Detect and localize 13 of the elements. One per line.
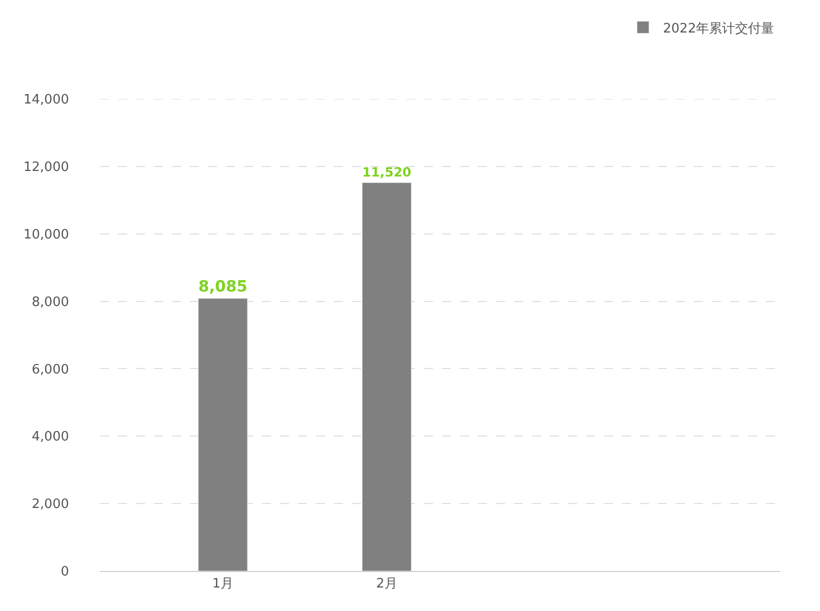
y-tick-label: 8,000 <box>32 294 69 310</box>
y-tick-label: 10,000 <box>24 227 69 242</box>
legend-label: 2022年累计交付量 <box>663 20 774 36</box>
data-label: 8,085 <box>198 278 248 296</box>
y-tick-label: 4,000 <box>32 430 69 445</box>
y-tick-label: 6,000 <box>32 362 69 378</box>
y-tick-label: 14,000 <box>24 92 69 108</box>
y-tick-label: 0 <box>60 564 69 580</box>
x-tick-label: 2月 <box>376 576 398 592</box>
y-tick-label: 2,000 <box>32 497 69 512</box>
x-tick-label: 1月 <box>212 576 234 592</box>
y-tick-label: 12,000 <box>24 160 69 175</box>
data-label: 11,520 <box>362 165 412 180</box>
